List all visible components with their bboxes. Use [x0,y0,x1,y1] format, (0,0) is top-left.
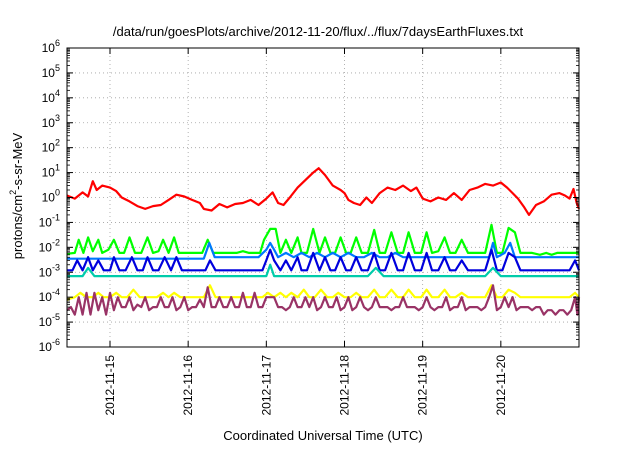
y-tick-label: 103 [42,113,60,130]
x-tick-label: 2012-11-20 [494,355,508,416]
y-tick-label-base: 10 [39,315,53,329]
plot-frame [66,47,580,348]
y-tick-label-exponent: 6 [55,38,60,48]
y-tick-label: 10-1 [39,212,60,229]
y-tick-label-base: 10 [42,91,56,105]
y-tick-label-exponent: -3 [52,262,60,272]
y-axis-label-unit: protons/cm [10,195,25,259]
y-tick-label-exponent: -2 [52,237,60,247]
y-tick-label-base: 10 [39,240,53,254]
y-axis-label-exponent: 2 [8,190,18,195]
y-tick-label-exponent: 1 [55,163,60,173]
series-line [67,263,579,278]
y-tick-label-exponent: -6 [52,337,60,347]
y-tick-label: 10-5 [39,312,60,329]
y-tick-label: 106 [42,38,60,55]
y-tick-label: 101 [42,163,60,180]
y-tick-label-exponent: 0 [55,188,60,198]
y-tick-label-exponent: -1 [52,212,60,222]
y-tick-label-base: 10 [42,141,56,155]
y-tick-label: 10-6 [39,337,60,354]
y-tick-label-exponent: 5 [55,63,60,73]
y-tick-label-exponent: 2 [55,138,60,148]
y-axis-label: protons/cm2-s-sr-MeV [8,132,25,259]
x-axis-label: Coordinated Universal Time (UTC) [223,428,422,443]
y-tick-label-base: 10 [39,265,53,279]
y-tick-label-exponent: 4 [55,88,60,98]
y-tick-label: 10-4 [39,287,60,304]
y-tick-label-exponent: -5 [52,312,60,322]
series-line [66,223,579,256]
series-line [66,284,581,316]
y-tick-label-base: 10 [42,116,56,130]
y-tick-label-base: 10 [39,215,53,229]
y-tick-label: 100 [42,188,60,205]
y-tick-label-base: 10 [42,191,56,205]
y-tick-label-base: 10 [39,340,53,354]
x-tick-label: 2012-11-18 [337,355,351,416]
y-tick-labels: 10-610-510-410-310-210-11001011021031041… [39,38,60,354]
chart-title: /data/run/goesPlots/archive/2012-11-20/f… [113,24,524,39]
y-tick-label-base: 10 [42,166,56,180]
x-tick-label: 2012-11-19 [416,355,430,416]
y-tick-label: 105 [42,63,60,80]
x-tick-labels: 2012-11-15 2012-11-16 2012-11-17 2012-11-18… [103,355,508,416]
y-tick-label-base: 10 [42,41,56,55]
y-tick-label: 10-2 [39,237,60,254]
y-tick-label-exponent: -4 [52,287,60,297]
axis-layer [66,47,580,348]
series-line [67,241,579,260]
series-line [66,167,581,216]
y-tick-label: 102 [42,138,60,155]
y-tick-label: 104 [42,88,60,105]
x-tick-label: 2012-11-17 [259,355,273,416]
x-tick-label: 2012-11-15 [103,355,117,416]
series-line [67,248,581,272]
y-tick-label-exponent: 3 [55,113,60,123]
series-layer [66,167,581,316]
y-tick-label-base: 10 [39,290,53,304]
y-tick-label-base: 10 [42,66,56,80]
y-axis-label-rest: -s-sr-MeV [10,132,25,189]
y-tick-label: 10-3 [39,262,60,279]
x-tick-label: 2012-11-16 [181,355,195,416]
